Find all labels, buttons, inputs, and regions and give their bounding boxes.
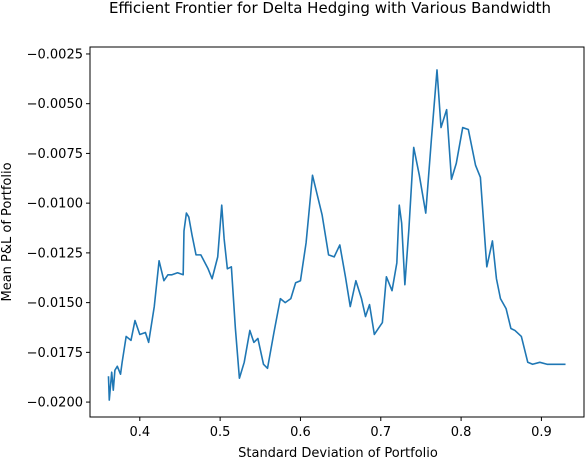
x-tick-label: 0.9 — [531, 425, 552, 440]
y-tick-label: −0.0200 — [27, 396, 83, 411]
x-axis-label: Standard Deviation of Portfolio — [238, 446, 438, 460]
y-tick-label: −0.0175 — [27, 346, 83, 361]
y-tick-label: −0.0150 — [27, 296, 83, 311]
y-tick-label: −0.0025 — [27, 47, 83, 62]
y-axis-label: Mean P&L of Portfolio — [0, 162, 15, 301]
x-axis: 0.4 0.5 0.6 0.7 0.8 0.9 — [129, 417, 552, 440]
y-axis: −0.0200 −0.0175 −0.0150 −0.0125 −0.0100 −0.00… — [27, 47, 90, 411]
series-line-0 — [107, 69, 566, 401]
x-tick-label: 0.5 — [210, 425, 231, 440]
plot-area — [107, 69, 566, 401]
chart-title: Efficient Frontier for Delta Hedging wit… — [109, 0, 551, 17]
y-tick-label: −0.0125 — [27, 246, 83, 261]
x-tick-label: 0.4 — [129, 425, 150, 440]
axes-frame — [89, 46, 585, 418]
y-tick-label: −0.0050 — [27, 97, 83, 112]
x-tick-label: 0.6 — [290, 425, 311, 440]
x-tick-label: 0.8 — [451, 425, 472, 440]
y-tick-label: −0.0100 — [27, 197, 83, 212]
y-tick-label: −0.0075 — [27, 147, 83, 162]
x-tick-label: 0.7 — [370, 425, 391, 440]
